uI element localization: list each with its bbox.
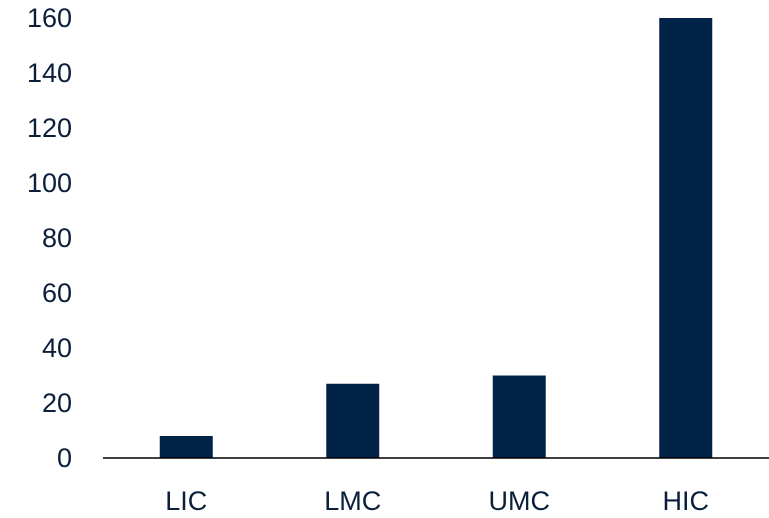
y-axis-ticks: 0 20 40 60 80 100 120 140 160 [27, 3, 72, 473]
bar-lmc [326, 383, 380, 458]
bar-hic [659, 18, 713, 458]
y-tick-label: 80 [42, 223, 72, 253]
bar-umc [492, 375, 546, 458]
x-axis-ticks: LIC LMC UMC HIC [165, 486, 709, 516]
y-tick-label: 0 [57, 443, 72, 473]
y-tick-label: 100 [27, 168, 72, 198]
y-tick-label: 40 [42, 333, 72, 363]
y-tick-label: 60 [42, 278, 72, 308]
x-tick-label: LIC [165, 486, 207, 516]
x-tick-label: UMC [489, 486, 551, 516]
y-tick-label: 20 [42, 388, 72, 418]
y-tick-label: 120 [27, 113, 72, 143]
y-tick-label: 160 [27, 3, 72, 33]
bar-lic [159, 436, 213, 458]
bars [159, 18, 713, 458]
x-tick-label: HIC [663, 486, 710, 516]
y-tick-label: 140 [27, 58, 72, 88]
x-tick-label: LMC [324, 486, 381, 516]
